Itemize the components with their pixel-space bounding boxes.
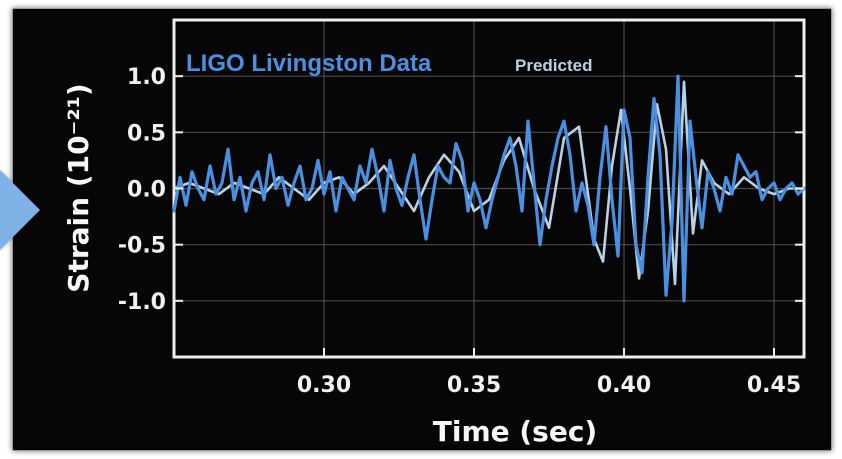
y-tick-label: 1.0	[127, 65, 166, 90]
legend-predicted-label: Predicted	[515, 56, 592, 75]
y-tick-label: -1.0	[118, 290, 166, 315]
y-axis-title: Strain (10⁻²¹)	[62, 83, 95, 292]
x-tick-label: 0.40	[597, 373, 651, 398]
arrow-pointer-icon	[0, 170, 40, 250]
series-line-ligo-data	[172, 74, 806, 303]
y-tick-label: -0.5	[118, 234, 166, 259]
y-tick-labels: 1.0 0.5 0.0 -0.5 -1.0	[118, 65, 804, 315]
x-tick-label: 0.30	[297, 373, 351, 398]
chart-panel	[12, 8, 832, 451]
x-tick-label: 0.45	[747, 373, 801, 398]
legend-data-label: LIGO Livingston Data	[186, 50, 432, 77]
y-tick-label: 0.5	[127, 121, 166, 146]
grid-lines	[174, 20, 804, 357]
x-tick-labels: 0.30 0.35 0.40 0.45	[297, 348, 801, 398]
y-tick-label: 0.0	[127, 178, 166, 203]
series-line-predicted	[172, 80, 806, 286]
x-axis-title: Time (sec)	[433, 415, 597, 448]
x-tick-label: 0.35	[447, 373, 501, 398]
series-group	[172, 74, 806, 303]
legend: LIGO Livingston Data Predicted	[186, 50, 592, 77]
